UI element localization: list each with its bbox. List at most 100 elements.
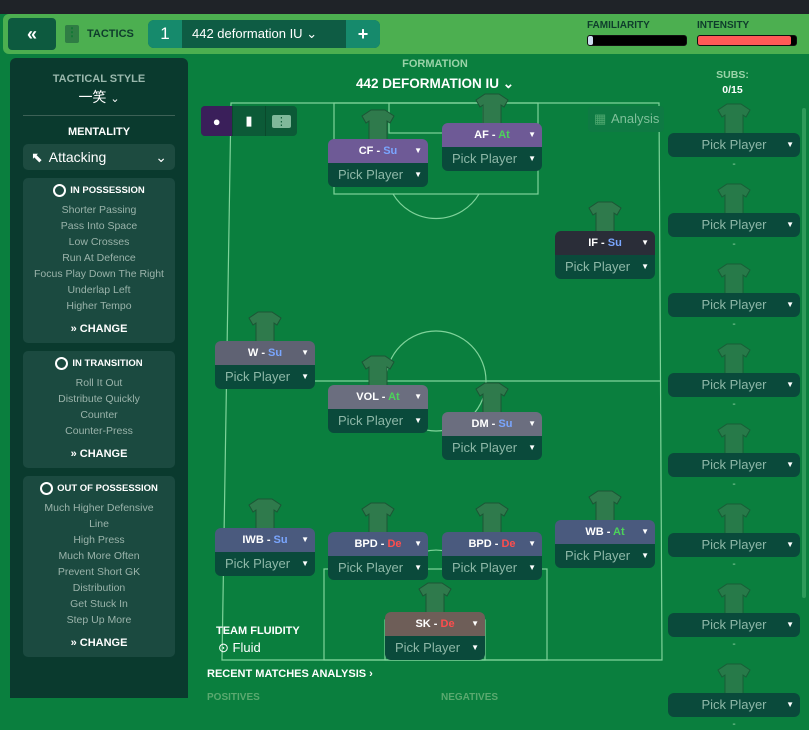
dropdown-arrow-icon: ▼ [528,563,536,572]
sub-player-name: - [732,479,736,490]
role-selector[interactable]: IWB - Su ▼ [215,528,315,552]
instruction-item: Prevent Short GK Distribution [57,566,141,594]
sub-slot: Pick Player ▼ - [668,423,800,490]
instruction-item: Roll It Out [75,377,123,389]
analysis-button[interactable]: ▦ Analysis [588,106,664,132]
dropdown-arrow-icon: ▼ [528,539,536,548]
shirt-icon [418,582,452,614]
pick-player-label: Pick Player [701,377,767,392]
pick-player-dropdown[interactable]: Pick Player ▼ [668,693,800,717]
change-label: CHANGE [79,323,128,335]
add-tactic-button[interactable]: + [346,20,380,48]
role-selector[interactable]: SK - De ▼ [385,612,485,636]
duty: At [388,391,400,403]
formation-label: FORMATION [402,58,468,70]
pick-player-label: Pick Player [701,537,767,552]
pick-player-dropdown[interactable]: Pick Player ▼ [328,163,428,187]
dropdown-arrow-icon: ▼ [528,419,536,428]
tactic-selector[interactable]: 1 442 deformation IU ⌄ + [148,20,380,48]
chevron-down-icon: ⌄ [502,76,515,91]
mentality-dropdown[interactable]: ⬉ Attacking ⌄ [23,144,175,170]
pick-player-dropdown[interactable]: Pick Player ▼ [442,147,542,171]
pick-player-dropdown[interactable]: Pick Player ▼ [668,373,800,397]
stats-view-icon[interactable]: ▮ [233,106,266,136]
formation-dropdown[interactable]: 442 DEFORMATION IU ⌄ [320,76,550,92]
shirt-icon [588,201,622,233]
change-button[interactable]: » CHANGE [70,323,128,335]
tactic-name-dropdown[interactable]: 442 deformation IU ⌄ [182,20,346,48]
pick-player-dropdown[interactable]: Pick Player ▼ [668,293,800,317]
shirt-icon [588,490,622,522]
tactical-style-dropdown[interactable]: 一笑 ⌄ [10,87,188,107]
shirt-icon [248,498,282,530]
dropdown-arrow-icon: ▼ [414,392,422,401]
role-selector[interactable]: BPD - De ▼ [442,532,542,556]
role-selector[interactable]: W - Su ▼ [215,341,315,365]
dropdown-arrow-icon: ▼ [414,563,422,572]
pick-player-dropdown[interactable]: Pick Player ▼ [668,133,800,157]
shirt-icon [361,109,395,141]
instructions-view-icon[interactable]: ⋮ [266,106,297,136]
player-slot-sk: SK - De ▼ Pick Player ▼ [385,582,485,660]
pick-player-label: Pick Player [338,560,404,575]
section-title: OUT OF POSSESSION [57,483,158,494]
sub-player-name: - [732,399,736,410]
pick-player-dropdown[interactable]: Pick Player ▼ [328,409,428,433]
dropdown-arrow-icon: ▼ [641,551,649,560]
dropdown-arrow-icon: ▼ [641,262,649,271]
role-selector[interactable]: DM - Su ▼ [442,412,542,436]
sub-player-name: - [732,639,736,650]
role-selector[interactable]: WB - At ▼ [555,520,655,544]
role-selector[interactable]: AF - At ▼ [442,123,542,147]
role-selector[interactable]: IF - Su ▼ [555,231,655,255]
pick-player-dropdown[interactable]: Pick Player ▼ [668,453,800,477]
intensity-bar[interactable] [697,35,797,46]
dropdown-arrow-icon: ▼ [641,527,649,536]
pick-player-dropdown[interactable]: Pick Player ▼ [668,613,800,637]
recent-matches-analysis-link[interactable]: RECENT MATCHES ANALYSIS › [207,668,373,680]
pick-player-dropdown[interactable]: Pick Player ▼ [215,365,315,389]
pick-player-dropdown[interactable]: Pick Player ▼ [555,255,655,279]
pick-player-dropdown[interactable]: Pick Player ▼ [328,556,428,580]
tactics-header: « ⋮ TACTICS 1 442 deformation IU ⌄ + FAM… [3,14,809,54]
change-button[interactable]: » CHANGE [70,637,128,649]
section-title: IN POSSESSION [70,185,145,196]
pick-player-dropdown[interactable]: Pick Player ▼ [215,552,315,576]
role-selector[interactable]: CF - Su ▼ [328,139,428,163]
player-slot-w: W - Su ▼ Pick Player ▼ [215,311,315,389]
attacking-arrow-icon: ⬉ [31,148,43,165]
instruction-item: Much Higher Defensive Line [44,502,154,530]
shirt-icon [717,663,751,695]
pick-player-dropdown[interactable]: Pick Player ▼ [442,556,542,580]
pick-player-dropdown[interactable]: Pick Player ▼ [668,213,800,237]
sub-slot: Pick Player ▼ - [668,343,800,410]
duty: Su [273,534,288,546]
fluidity-text: Fluid [232,640,261,655]
pick-player-dropdown[interactable]: Pick Player ▼ [442,436,542,460]
player-view-icon[interactable]: ● [201,106,234,136]
sub-slot: Pick Player ▼ - [668,103,800,170]
player-slot-if: IF - Su ▼ Pick Player ▼ [555,201,655,279]
back-button[interactable]: « [8,18,56,50]
shirt-icon [475,502,509,534]
subs-scrollbar[interactable] [802,108,806,598]
tactic-slot-number[interactable]: 1 [148,20,182,48]
change-button[interactable]: » CHANGE [70,448,128,460]
player-slot-af: AF - At ▼ Pick Player ▼ [442,93,542,171]
pick-player-label: Pick Player [701,297,767,312]
pick-player-dropdown[interactable]: Pick Player ▼ [555,544,655,568]
instruction-item: Low Crosses [68,236,130,248]
familiarity-bar[interactable] [587,35,687,46]
pick-player-dropdown[interactable]: Pick Player ▼ [385,636,485,660]
role-selector[interactable]: VOL - At ▼ [328,385,428,409]
pick-player-label: Pick Player [225,369,291,384]
instruction-item: High Press [73,534,125,546]
pick-player-dropdown[interactable]: Pick Player ▼ [668,533,800,557]
role-selector[interactable]: BPD - De ▼ [328,532,428,556]
pick-player-label: Pick Player [225,556,291,571]
instruction-item: Counter-Press [65,425,133,437]
ball-icon [40,482,54,495]
duty: Su [498,418,513,430]
instruction-item: Much More Often [58,550,140,562]
pick-player-label: Pick Player [338,413,404,428]
